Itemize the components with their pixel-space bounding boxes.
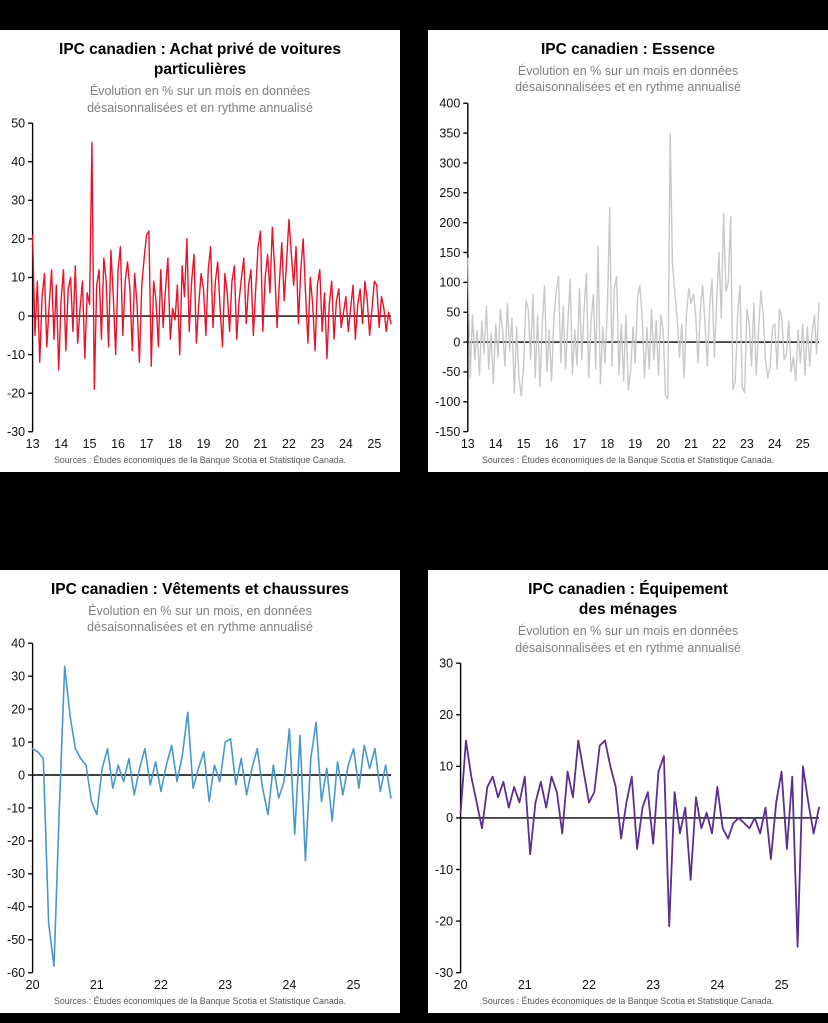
svg-text:14: 14 <box>489 436 503 451</box>
svg-text:-40: -40 <box>7 900 25 914</box>
svg-text:10: 10 <box>11 735 25 749</box>
svg-text:22: 22 <box>582 978 596 992</box>
svg-text:20: 20 <box>439 708 453 722</box>
line-chart-essence: -150 -100 -50 0 50 100 150 200 250 300 350 400 13 14 1… <box>435 96 820 451</box>
svg-text:17: 17 <box>140 437 154 451</box>
svg-text:20: 20 <box>656 436 670 451</box>
svg-text:22: 22 <box>282 437 296 451</box>
svg-text:24: 24 <box>768 436 782 451</box>
line-chart-vetements: -60 -50 -40 -30 -20 -10 0 10 20 30 40 20 21 22 23 24 25 <box>7 636 392 992</box>
svg-text:19: 19 <box>628 436 642 451</box>
svg-text:-30: -30 <box>7 867 25 881</box>
svg-text:-10: -10 <box>7 801 25 815</box>
chart-panel-vetements: IPC canadien : Vêtements et chaussures É… <box>0 570 400 1013</box>
svg-text:23: 23 <box>646 978 660 992</box>
chart-subtitle: Évolution en % sur un mois en données dé… <box>87 84 313 115</box>
svg-text:25: 25 <box>367 437 381 451</box>
svg-text:25: 25 <box>775 978 789 992</box>
svg-text:-20: -20 <box>435 914 453 928</box>
source-note: Sources : Études économiques de la Banqu… <box>54 455 346 465</box>
source-note: Sources : Études économiques de la Banqu… <box>54 996 346 1006</box>
svg-text:13: 13 <box>461 436 475 451</box>
svg-text:-30: -30 <box>7 425 25 439</box>
svg-text:0: 0 <box>453 334 460 349</box>
svg-text:-30: -30 <box>435 966 453 980</box>
svg-text:10: 10 <box>439 759 453 773</box>
chart-panel-voitures: IPC canadien : Achat privé de voitures p… <box>0 30 400 472</box>
svg-text:24: 24 <box>339 437 353 451</box>
chart-panel-equipement: IPC canadien : Équipement des ménages Év… <box>428 570 828 1013</box>
svg-text:22: 22 <box>712 436 726 451</box>
svg-text:100: 100 <box>439 274 460 289</box>
line-chart-voitures: -30 -20 -10 0 10 20 30 40 50 13 14 15 16 17 18 19 20 21 22… <box>7 116 392 451</box>
svg-text:20: 20 <box>11 232 25 246</box>
svg-text:40: 40 <box>11 155 25 169</box>
svg-text:16: 16 <box>545 436 559 451</box>
svg-text:20: 20 <box>454 978 468 992</box>
svg-text:22: 22 <box>154 978 168 992</box>
svg-text:20: 20 <box>11 702 25 716</box>
svg-text:-20: -20 <box>7 834 25 848</box>
svg-text:30: 30 <box>11 193 25 207</box>
svg-text:-100: -100 <box>435 394 460 409</box>
svg-text:14: 14 <box>54 437 68 451</box>
svg-text:15: 15 <box>83 437 97 451</box>
svg-text:23: 23 <box>218 978 232 992</box>
chart-subtitle: Évolution en % sur un mois en données dé… <box>515 64 741 95</box>
svg-text:-150: -150 <box>435 423 460 438</box>
svg-text:250: 250 <box>439 185 460 200</box>
svg-text:400: 400 <box>439 96 460 111</box>
svg-text:21: 21 <box>90 978 104 992</box>
svg-text:150: 150 <box>439 244 460 259</box>
svg-text:20: 20 <box>26 978 40 992</box>
svg-text:50: 50 <box>11 116 25 130</box>
svg-text:-60: -60 <box>7 966 25 980</box>
svg-text:17: 17 <box>572 436 586 451</box>
svg-text:24: 24 <box>710 978 724 992</box>
svg-text:20: 20 <box>225 437 239 451</box>
chart-title: IPC canadien : Achat privé de voitures p… <box>59 41 341 79</box>
chart-subtitle: Évolution en % sur un mois, en données d… <box>87 604 313 635</box>
svg-text:200: 200 <box>439 214 460 229</box>
svg-text:-10: -10 <box>435 862 453 876</box>
source-note: Sources : Études économiques de la Banqu… <box>482 996 774 1006</box>
svg-text:25: 25 <box>347 978 361 992</box>
svg-text:-50: -50 <box>442 364 460 379</box>
svg-text:0: 0 <box>18 309 25 323</box>
svg-text:40: 40 <box>11 636 25 650</box>
svg-text:0: 0 <box>446 811 453 825</box>
svg-text:-10: -10 <box>7 348 25 362</box>
svg-text:21: 21 <box>254 437 268 451</box>
source-note: Sources : Études économiques de la Banqu… <box>482 455 774 465</box>
svg-text:-50: -50 <box>7 933 25 947</box>
svg-text:23: 23 <box>310 437 324 451</box>
chart-title: IPC canadien : Équipement des ménages <box>528 581 728 619</box>
svg-text:18: 18 <box>600 436 614 451</box>
chart-panel-essence: IPC canadien : Essence Évolution en % su… <box>428 30 828 472</box>
svg-text:13: 13 <box>26 437 40 451</box>
svg-text:18: 18 <box>168 437 182 451</box>
svg-text:23: 23 <box>740 436 754 451</box>
svg-text:30: 30 <box>11 669 25 683</box>
svg-text:15: 15 <box>517 436 531 451</box>
svg-text:0: 0 <box>18 768 25 782</box>
svg-text:350: 350 <box>439 125 460 140</box>
svg-text:19: 19 <box>197 437 211 451</box>
svg-text:25: 25 <box>796 436 810 451</box>
svg-text:10: 10 <box>11 270 25 284</box>
svg-text:24: 24 <box>282 978 296 992</box>
svg-text:21: 21 <box>518 978 532 992</box>
svg-text:300: 300 <box>439 155 460 170</box>
svg-text:30: 30 <box>439 656 453 670</box>
svg-text:50: 50 <box>446 304 460 319</box>
svg-text:-20: -20 <box>7 386 25 400</box>
line-chart-equipement: -30 -20 -10 0 10 20 30 20 21 22 23 24 25 <box>435 656 820 992</box>
svg-text:16: 16 <box>111 437 125 451</box>
svg-text:21: 21 <box>684 436 698 451</box>
chart-title: IPC canadien : Essence <box>540 41 716 58</box>
chart-subtitle: Évolution en % sur un mois en données dé… <box>515 624 741 655</box>
chart-title: IPC canadien : Vêtements et chaussures <box>50 581 350 598</box>
